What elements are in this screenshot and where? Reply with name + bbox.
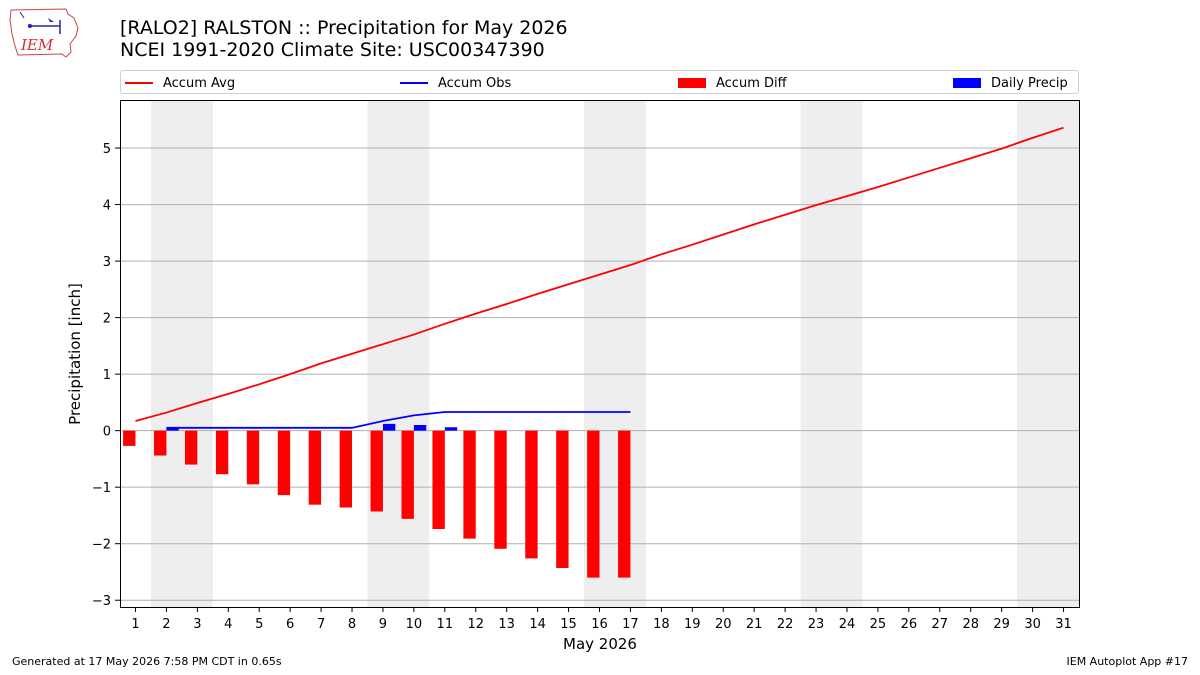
y-tick-label-1: 1 (103, 368, 111, 383)
diff-bar-day-1 (123, 430, 136, 446)
diff-bar-day-4 (215, 430, 229, 475)
weekend-band-4 (800, 100, 863, 607)
y-tick-label--1: −1 (92, 481, 111, 496)
x-tick-label-6: 6 (286, 617, 294, 632)
title-line-1: [RALO2] RALSTON :: Precipitation for May… (120, 17, 568, 39)
legend-item-accum-diff: Accum Diff (678, 71, 787, 95)
y-ticks: −3 −2 −1 0 1 2 3 4 5 (92, 142, 120, 609)
x-tick-label-19: 19 (684, 617, 701, 632)
legend-item-daily-precip: Daily Precip (953, 71, 1068, 95)
diff-bar-day-11 (432, 430, 445, 529)
x-tick-label-3: 3 (193, 617, 201, 632)
legend-swatch-accum-diff (678, 78, 706, 88)
y-tick-label-4: 4 (103, 199, 111, 214)
diff-bar-day-2 (154, 430, 167, 456)
diff-bar-day-13 (494, 430, 507, 549)
x-tick-label-16: 16 (591, 617, 608, 632)
diff-bar-day-17 (618, 430, 631, 578)
diff-bar-day-3 (184, 430, 198, 465)
x-tick-label-13: 13 (498, 617, 515, 632)
daily-precip-bar-day-2 (166, 427, 179, 431)
diff-bar-day-14 (525, 430, 538, 559)
daily-precip-bar-day-9 (382, 423, 396, 431)
daily-precip-bar-day-11 (444, 427, 458, 431)
accum-obs-line (166, 411, 631, 429)
y-tick-label-5: 5 (103, 142, 111, 157)
y-tick-label-0: 0 (103, 425, 111, 440)
x-tick-label-12: 12 (467, 617, 484, 632)
chart-title: [RALO2] RALSTON :: Precipitation for May… (120, 17, 568, 61)
legend-label-accum-obs: Accum Obs (438, 75, 512, 91)
weekend-band-5 (1017, 100, 1079, 607)
x-tick-label-15: 15 (560, 617, 577, 632)
x-tick-label-8: 8 (348, 617, 356, 632)
diff-bar-day-8 (339, 430, 353, 508)
legend-item-accum-obs: Accum Obs (400, 71, 511, 95)
x-tick-label-2: 2 (162, 617, 170, 632)
legend: Accum Avg Accum Obs Accum Diff Daily Pre… (120, 70, 1079, 94)
daily-precip-bar-day-10 (413, 425, 427, 431)
x-tick-label-20: 20 (715, 617, 732, 632)
x-tick-label-28: 28 (962, 617, 979, 632)
legend-swatch-accum-obs (400, 82, 428, 84)
x-tick-label-1: 1 (131, 617, 139, 632)
x-ticks: 1 2 3 4 5 6 7 8 9 10 11 12 13 14 15 16 17 18 19 20 21 22 23 24 2… (131, 607, 1072, 632)
weekend-band-1 (150, 100, 213, 607)
x-tick-label-9: 9 (379, 617, 387, 632)
legend-item-accum-avg: Accum Avg (125, 71, 235, 95)
x-tick-label-10: 10 (406, 617, 423, 632)
diff-bar-day-12 (463, 430, 476, 539)
x-tick-label-11: 11 (437, 617, 454, 632)
diff-bar-day-15 (556, 430, 569, 568)
x-tick-label-31: 31 (1055, 617, 1072, 632)
x-tick-label-29: 29 (993, 617, 1010, 632)
bars (123, 423, 631, 578)
legend-swatch-daily-precip (953, 78, 981, 88)
x-tick-label-22: 22 (777, 617, 794, 632)
y-tick-label-2: 2 (103, 312, 111, 327)
x-tick-label-7: 7 (317, 617, 325, 632)
y-tick-label--2: −2 (92, 538, 111, 553)
footer-generated-text: Generated at 17 May 2026 7:58 PM CDT in … (12, 655, 282, 668)
diff-bar-day-7 (308, 430, 322, 505)
legend-label-daily-precip: Daily Precip (991, 75, 1068, 91)
diff-bar-day-10 (401, 430, 414, 519)
x-tick-label-14: 14 (529, 617, 546, 632)
title-line-2: NCEI 1991-2020 Climate Site: USC00347390 (120, 39, 545, 61)
legend-swatch-accum-avg (125, 82, 153, 84)
x-tick-label-21: 21 (746, 617, 763, 632)
accum-avg-line (135, 126, 1064, 422)
y-tick-label--3: −3 (92, 594, 111, 609)
x-tick-label-5: 5 (255, 617, 263, 632)
x-tick-label-25: 25 (870, 617, 887, 632)
x-axis-label: May 2026 (563, 635, 637, 653)
x-tick-label-24: 24 (839, 617, 856, 632)
y-tick-label-3: 3 (103, 255, 111, 270)
legend-label-accum-diff: Accum Diff (716, 75, 787, 91)
x-tick-label-30: 30 (1024, 617, 1041, 632)
x-tick-label-18: 18 (653, 617, 670, 632)
x-tick-label-26: 26 (901, 617, 918, 632)
iem-logo: IEM (9, 8, 79, 58)
x-tick-label-23: 23 (808, 617, 825, 632)
diff-bar-day-6 (277, 430, 291, 496)
diff-bar-day-9 (370, 430, 383, 512)
y-axis-label: Precipitation [inch] (66, 283, 84, 425)
x-tick-label-17: 17 (622, 617, 639, 632)
weekend-band-2 (367, 100, 430, 607)
lines (135, 126, 1064, 429)
logo-text: IEM (20, 36, 54, 54)
weekend-shading (150, 100, 1079, 607)
diff-bar-day-5 (246, 430, 260, 485)
diff-bar-day-16 (587, 430, 600, 578)
footer-app-label: IEM Autoplot App #17 (1066, 655, 1189, 668)
x-tick-label-4: 4 (224, 617, 232, 632)
legend-label-accum-avg: Accum Avg (163, 75, 236, 91)
x-tick-label-27: 27 (932, 617, 949, 632)
